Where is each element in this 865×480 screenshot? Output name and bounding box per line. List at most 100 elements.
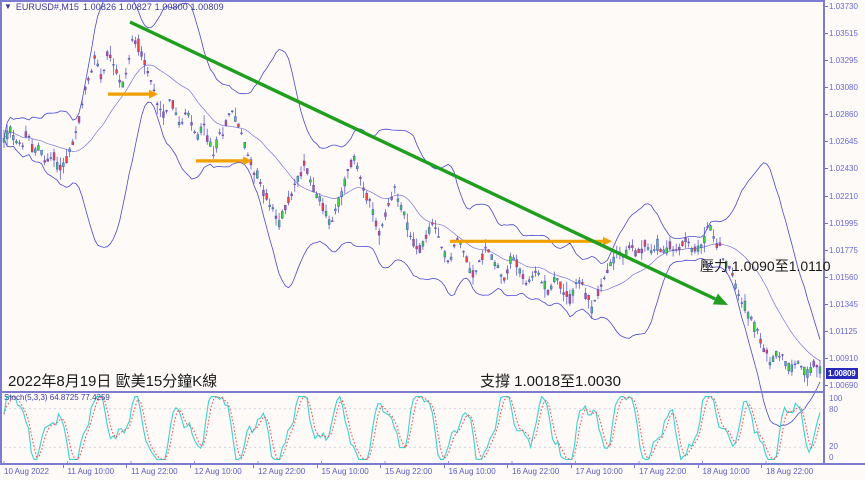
candle-body [565,291,568,297]
candle-body [271,207,275,210]
candle-body [449,256,453,260]
candle-body [296,176,300,182]
time-tick-label: 16 Aug 22:00 [507,465,559,476]
candle-body [193,131,196,134]
resistance-level-arrow[interactable] [108,89,158,99]
candle-body [437,236,440,238]
time-tick-label: 17 Aug 22:00 [634,465,686,476]
candle-body [787,362,790,372]
time-axis[interactable]: 10 Aug 2022 11 Aug 10:00 11 Aug 22:00 12 Au… [0,465,865,480]
candle-body [796,361,800,364]
candle-body [546,289,550,295]
candle-body [553,276,556,282]
candle-body [34,148,37,153]
candle-body [130,39,134,41]
candle-body [743,300,747,311]
candle-body [287,196,290,204]
candle-body [418,245,422,253]
annotation-resistance: 壓力 1.0090至1.0110 [700,258,831,274]
candle-body [674,249,678,251]
candle-body [46,158,49,162]
current-price-badge: 1.00809 [826,368,858,379]
time-tick-label: 17 Aug 10:00 [570,465,623,476]
candle-body [606,269,609,274]
candle-body [243,141,246,148]
candle-body [402,211,406,216]
candle-body [218,132,221,134]
candle-body [21,145,24,147]
bollinger-middle-band [3,64,821,362]
candle-body [481,253,484,261]
time-tick-label: 12 Aug 22:00 [253,465,305,476]
candle-body [284,204,287,211]
candle-body [812,360,815,367]
candle-body [662,249,665,253]
price-tick-label: 1.01345 [825,300,858,309]
candle-body [721,258,725,260]
candle-body [665,247,668,254]
candle-body [468,268,472,274]
candle-body [446,260,450,262]
candle-body [396,198,400,202]
chart-frame-top [0,0,825,2]
price-tick-label: 1.01125 [825,327,857,336]
candle-body [30,144,34,153]
candle-body [112,64,115,66]
candle-body [643,240,647,247]
candle-body [105,51,109,57]
symbol-header[interactable]: ▼ EURUSD#,M15 1.00826 1.00827 1.00800 1.… [4,2,224,12]
candle-body [790,364,794,372]
resistance-level-arrow[interactable] [196,156,252,166]
candle-body [740,302,744,304]
trendline-downtrend[interactable] [129,20,728,305]
candle-body [168,99,171,101]
candle-body [434,227,437,229]
candle-body [43,160,46,163]
candle-body [215,139,218,149]
candle-body [337,197,340,207]
candle-body [634,250,637,257]
candle-body [462,251,465,253]
candle-body [365,192,368,201]
candle-body [121,81,124,88]
candle-body [374,220,378,227]
candle-body [534,270,537,273]
candle-body [331,220,334,222]
candle-body [693,246,697,252]
candlestick-series [2,34,822,386]
candle-body [653,249,656,251]
candle-body [221,134,225,136]
candle-body [771,356,775,362]
price-tick-label: 1.03080 [825,83,858,92]
candle-body [478,260,481,263]
price-tick-label: 1.00690 [825,381,858,390]
time-tick-label: 15 Aug 22:00 [380,465,432,476]
candle-body [715,243,719,248]
trendline-segment [129,20,717,301]
candle-body [668,241,672,250]
candle-body [412,238,415,247]
candle-body [124,72,128,75]
candle-body [362,187,365,191]
resistance-level-arrow[interactable] [450,236,612,246]
candle-body [687,241,690,244]
candle-body [346,169,350,171]
candle-body [568,294,572,304]
candle-body [59,164,62,171]
price-axis[interactable]: 1.03730 1.03515 1.03295 1.03080 1.02860 1.026… [825,0,865,465]
candle-body [696,245,700,252]
candle-body [646,247,650,250]
candle-body [815,365,819,368]
candle-body [309,179,312,183]
candle-body [637,248,640,254]
candle-body [65,156,68,164]
candle-body [368,199,371,201]
candle-body [493,262,497,266]
candle-body [227,113,231,115]
chevron-down-icon[interactable]: ▼ [4,2,12,11]
candle-body [803,366,806,376]
candle-body [596,289,600,296]
candle-body [699,244,703,248]
time-tick-label: 10 Aug 2022 [4,467,49,476]
